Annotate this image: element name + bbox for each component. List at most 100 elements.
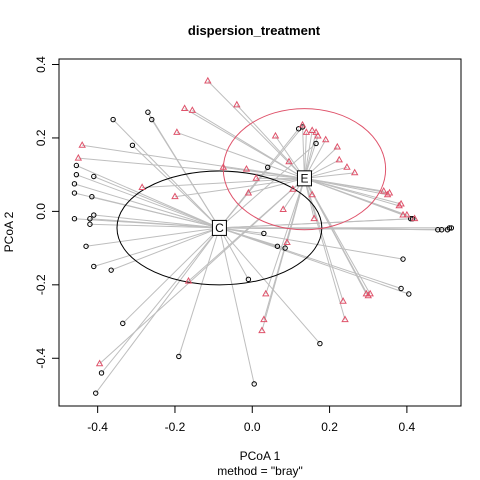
spoke-c-29 bbox=[219, 126, 303, 229]
point-c-25 bbox=[274, 243, 281, 249]
spoke-c-12 bbox=[74, 218, 220, 229]
spoke-e-31 bbox=[304, 177, 400, 207]
point-e-14 bbox=[271, 131, 280, 139]
point-e-22 bbox=[335, 155, 343, 163]
spoke-c-17 bbox=[122, 227, 220, 324]
point-e-9 bbox=[219, 163, 228, 170]
point-e-36 bbox=[283, 238, 291, 246]
point-c-18 bbox=[98, 370, 105, 376]
point-e-12 bbox=[244, 188, 253, 196]
point-c-33 bbox=[406, 291, 412, 297]
spoke-c-16 bbox=[111, 227, 220, 271]
chart-subtitle: method = "bray" bbox=[217, 464, 303, 478]
point-e-39 bbox=[364, 291, 372, 299]
point-e-19 bbox=[314, 131, 322, 139]
point-e-6 bbox=[74, 153, 83, 161]
point-e-23 bbox=[343, 163, 351, 170]
point-e-4 bbox=[173, 128, 181, 135]
point-e-41 bbox=[366, 289, 374, 297]
point-e-16 bbox=[302, 128, 311, 135]
point-e-11 bbox=[252, 174, 260, 181]
centroid-label-e: E bbox=[300, 172, 308, 186]
point-c-19 bbox=[93, 390, 99, 396]
spoke-e-46 bbox=[263, 178, 305, 320]
point-c-31 bbox=[400, 256, 406, 262]
point-c-17 bbox=[120, 320, 126, 327]
point-e-26 bbox=[308, 190, 316, 198]
y-tick-label-3: 0.2 bbox=[34, 129, 48, 146]
point-c-9 bbox=[89, 193, 95, 200]
spoke-e-45 bbox=[303, 178, 344, 302]
point-e-15 bbox=[298, 120, 307, 128]
spoke-e-15 bbox=[302, 125, 305, 179]
spoke-c-5 bbox=[76, 174, 220, 229]
point-c-4 bbox=[73, 162, 80, 169]
point-c-32 bbox=[398, 285, 404, 292]
spoke-e-8 bbox=[174, 177, 305, 198]
point-c-0 bbox=[145, 109, 151, 115]
x-tick-label-1: -0.2 bbox=[165, 420, 186, 434]
spoke-c-21 bbox=[218, 227, 255, 385]
spoke-e-6 bbox=[78, 157, 305, 179]
point-e-35 bbox=[310, 214, 318, 222]
point-e-21 bbox=[333, 142, 342, 150]
point-c-2 bbox=[110, 116, 116, 123]
centroids-layer: CE bbox=[211, 170, 312, 236]
spoke-e-29 bbox=[304, 177, 390, 194]
spoke-c-15 bbox=[93, 227, 220, 267]
spoke-e-0 bbox=[207, 80, 305, 179]
point-e-47 bbox=[279, 205, 287, 212]
point-c-39 bbox=[446, 225, 453, 231]
point-c-7 bbox=[91, 173, 97, 180]
spoke-e-43 bbox=[99, 177, 305, 365]
spoke-c-4 bbox=[76, 165, 220, 229]
point-c-8 bbox=[71, 190, 78, 196]
centroid-box-e bbox=[296, 170, 312, 187]
point-e-2 bbox=[180, 104, 189, 111]
point-c-11 bbox=[87, 216, 93, 222]
spoke-e-10 bbox=[246, 168, 305, 179]
point-e-10 bbox=[242, 164, 251, 172]
point-e-32 bbox=[399, 210, 407, 218]
spoke-c-33 bbox=[219, 227, 409, 295]
spoke-c-6 bbox=[74, 183, 220, 229]
y-tick-label-4: 0.4 bbox=[34, 56, 48, 73]
point-e-24 bbox=[350, 168, 359, 176]
spoke-e-37 bbox=[265, 178, 305, 295]
point-e-1 bbox=[233, 100, 241, 108]
y-tick-label-2: 0.0 bbox=[34, 203, 48, 220]
point-e-25 bbox=[289, 185, 297, 192]
point-e-34 bbox=[410, 214, 419, 222]
point-e-31 bbox=[395, 201, 403, 209]
point-c-26 bbox=[282, 245, 288, 251]
point-e-0 bbox=[204, 76, 212, 84]
ellipses-layer bbox=[116, 108, 387, 286]
point-c-21 bbox=[251, 381, 257, 387]
spoke-c-19 bbox=[95, 227, 220, 394]
spoke-e-12 bbox=[248, 177, 305, 194]
spoke-e-40 bbox=[304, 178, 367, 295]
point-e-42 bbox=[341, 315, 349, 323]
point-e-45 bbox=[339, 297, 347, 304]
point-e-20 bbox=[321, 135, 330, 143]
spoke-c-14 bbox=[85, 227, 220, 247]
point-e-3 bbox=[188, 106, 197, 113]
point-c-36 bbox=[435, 227, 441, 233]
spoke-e-34 bbox=[304, 177, 415, 220]
point-c-1 bbox=[149, 116, 155, 123]
point-e-8 bbox=[171, 192, 179, 200]
point-c-30 bbox=[313, 140, 319, 147]
spoke-c-31 bbox=[219, 227, 404, 260]
x-tick-label-3: 0.2 bbox=[321, 420, 338, 434]
point-e-5 bbox=[78, 141, 86, 148]
spokes-layer bbox=[74, 80, 452, 394]
point-e-40 bbox=[362, 289, 371, 297]
points-layer bbox=[71, 76, 455, 396]
point-c-6 bbox=[71, 181, 78, 187]
spoke-c-30 bbox=[219, 143, 317, 229]
point-e-18 bbox=[312, 128, 320, 135]
spoke-e-7 bbox=[142, 177, 305, 189]
spoke-e-3 bbox=[192, 109, 305, 179]
spoke-c-7 bbox=[93, 176, 220, 229]
spoke-c-23 bbox=[218, 227, 249, 280]
